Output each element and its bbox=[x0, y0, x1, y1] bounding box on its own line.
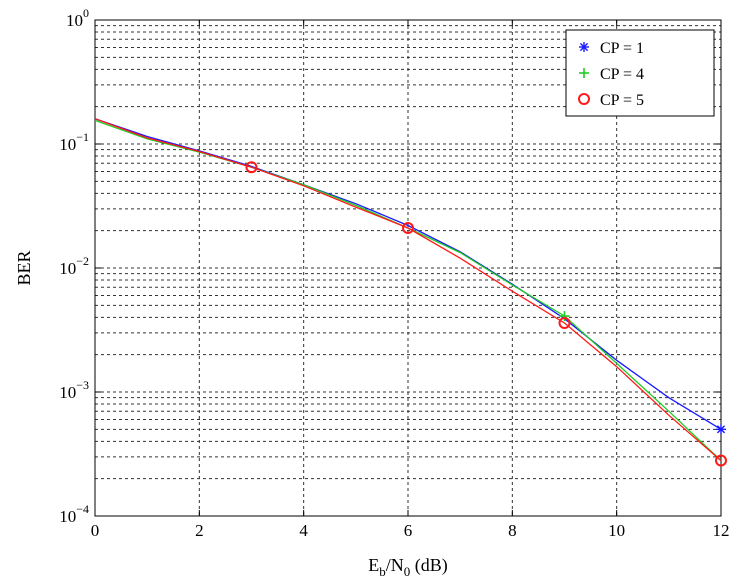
legend-marker-1 bbox=[579, 42, 589, 52]
legend-label-3: CP = 5 bbox=[600, 92, 644, 109]
x-axis-title-mid: /N bbox=[386, 555, 404, 575]
y-tick-label: 10−3 bbox=[59, 378, 89, 402]
y-tick-label: 10−2 bbox=[59, 254, 89, 278]
x-axis-title-tail: (dB) bbox=[410, 555, 448, 576]
x-axis-title: Eb/N0 (dB) bbox=[368, 555, 448, 579]
y-tick-label: 100 bbox=[66, 6, 89, 30]
x-tick-label: 6 bbox=[404, 521, 413, 540]
x-tick-label: 4 bbox=[299, 521, 308, 540]
x-tick-label: 12 bbox=[713, 521, 730, 540]
x-tick-label: 8 bbox=[508, 521, 517, 540]
x-tick-label: 0 bbox=[91, 521, 100, 540]
legend-label-2: CP = 4 bbox=[600, 66, 644, 83]
y-axis-title: BER bbox=[14, 250, 34, 285]
legend: CP = 1 CP = 4 CP = 5 bbox=[566, 30, 714, 116]
x-axis-title-main: E bbox=[368, 555, 379, 575]
y-tick-label: 10−4 bbox=[59, 502, 89, 526]
y-tick-label: 10−1 bbox=[59, 130, 89, 154]
x-tick-label: 2 bbox=[195, 521, 204, 540]
legend-label-1: CP = 1 bbox=[600, 40, 644, 57]
series-1-marker bbox=[716, 424, 726, 434]
x-tick-label: 10 bbox=[608, 521, 625, 540]
